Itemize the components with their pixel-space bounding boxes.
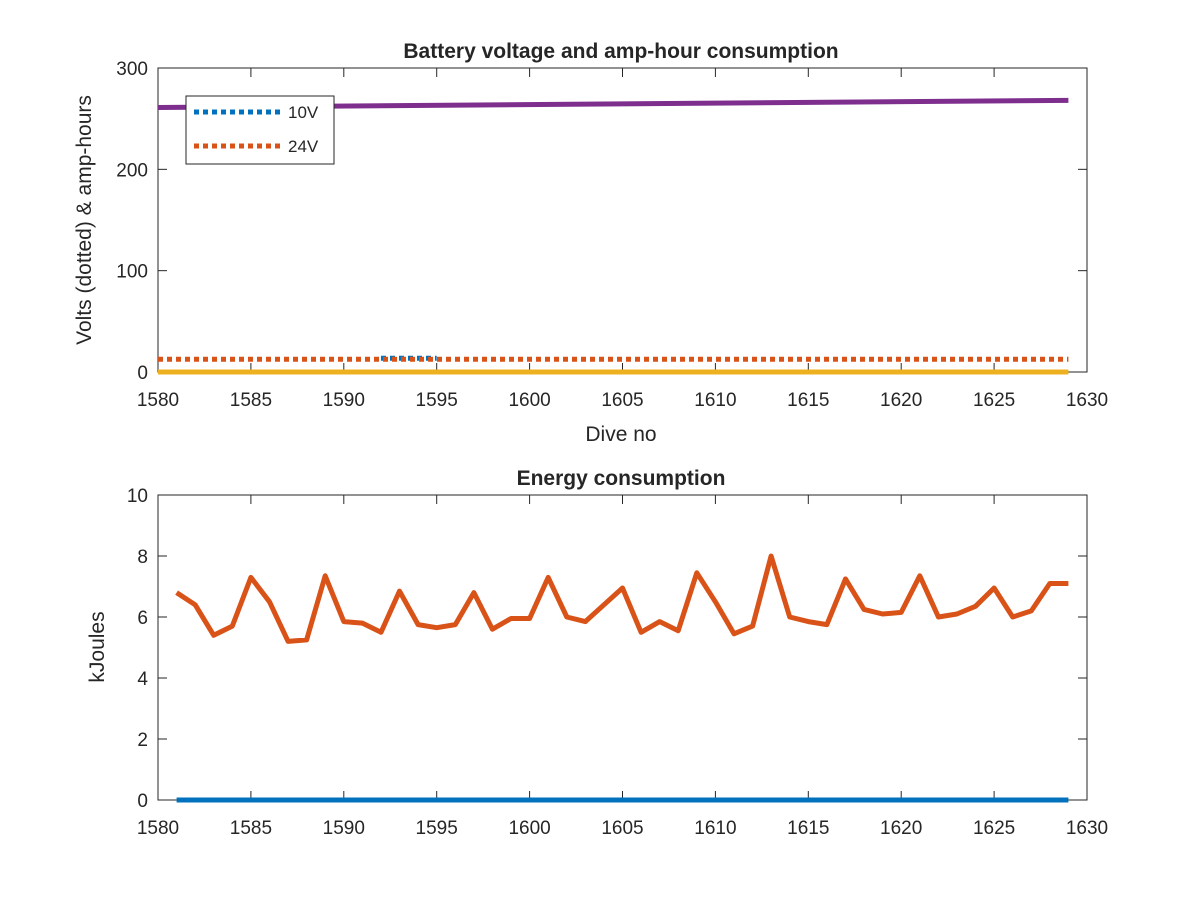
top-ticks: 1580 1585 1590 1595 1600 1605 1610 1615 1620 1625… (116, 59, 1108, 411)
bottom-subplot: Energy consumption 1580 1585 1590 1595 1600 1… (86, 467, 1108, 839)
bottom-x-tick-label: 1615 (787, 818, 829, 839)
bottom-x-tick-label: 1605 (601, 818, 643, 839)
legend-label-10v: 10V (288, 103, 319, 122)
bottom-x-tick-label: 1590 (323, 818, 365, 839)
bottom-y-tick-label: 2 (137, 730, 148, 751)
bottom-y-tick-label: 0 (137, 791, 148, 812)
top-x-axis-label: Dive no (585, 423, 656, 446)
top-chart-title: Battery voltage and amp-hour consumption (403, 40, 838, 63)
bottom-x-tick-label: 1580 (137, 818, 179, 839)
bottom-series (175, 553, 1069, 803)
top-x-tick-label: 1630 (1066, 390, 1108, 411)
bottom-x-tick-label: 1625 (973, 818, 1015, 839)
bottom-y-tick-label: 8 (137, 547, 148, 568)
top-subplot: Battery voltage and amp-hour consumption… (73, 40, 1108, 446)
top-y-tick-label: 300 (116, 59, 148, 80)
legend: 10V 24V (185, 95, 335, 165)
top-x-tick-label: 1625 (973, 390, 1015, 411)
top-x-tick-label: 1610 (694, 390, 736, 411)
top-y-tick-label: 200 (116, 160, 148, 181)
bottom-y-axis-label: kJoules (86, 611, 109, 682)
top-x-tick-label: 1585 (230, 390, 272, 411)
bottom-x-tick-label: 1610 (694, 818, 736, 839)
bottom-x-tick-label: 1630 (1066, 818, 1108, 839)
bottom-chart-title: Energy consumption (517, 467, 726, 490)
bottom-plot-frame (157, 494, 1088, 801)
top-x-tick-label: 1605 (601, 390, 643, 411)
legend-box (185, 95, 335, 165)
bottom-y-tick-label: 4 (137, 669, 148, 690)
bottom-y-tick-label: 6 (137, 608, 148, 629)
top-x-tick-label: 1620 (880, 390, 922, 411)
bottom-x-tick-label: 1585 (230, 818, 272, 839)
top-y-tick-label: 0 (137, 363, 148, 384)
bottom-x-tick-label: 1600 (508, 818, 550, 839)
top-y-tick-label: 100 (116, 262, 148, 283)
top-y-axis-label: Volts (dotted) & amp-hours (73, 95, 96, 345)
bottom-series-line-1 (175, 553, 1069, 644)
bottom-y-tick-label: 10 (127, 486, 148, 507)
top-x-tick-label: 1580 (137, 390, 179, 411)
top-x-tick-label: 1590 (323, 390, 365, 411)
legend-label-24v: 24V (288, 137, 319, 156)
bottom-ticks: 1580 1585 1590 1595 1600 1605 1610 1615 1620 1625… (127, 486, 1108, 839)
bottom-x-tick-label: 1595 (416, 818, 458, 839)
top-x-tick-label: 1595 (416, 390, 458, 411)
bottom-x-tick-label: 1620 (880, 818, 922, 839)
top-x-tick-label: 1600 (508, 390, 550, 411)
top-x-tick-label: 1615 (787, 390, 829, 411)
